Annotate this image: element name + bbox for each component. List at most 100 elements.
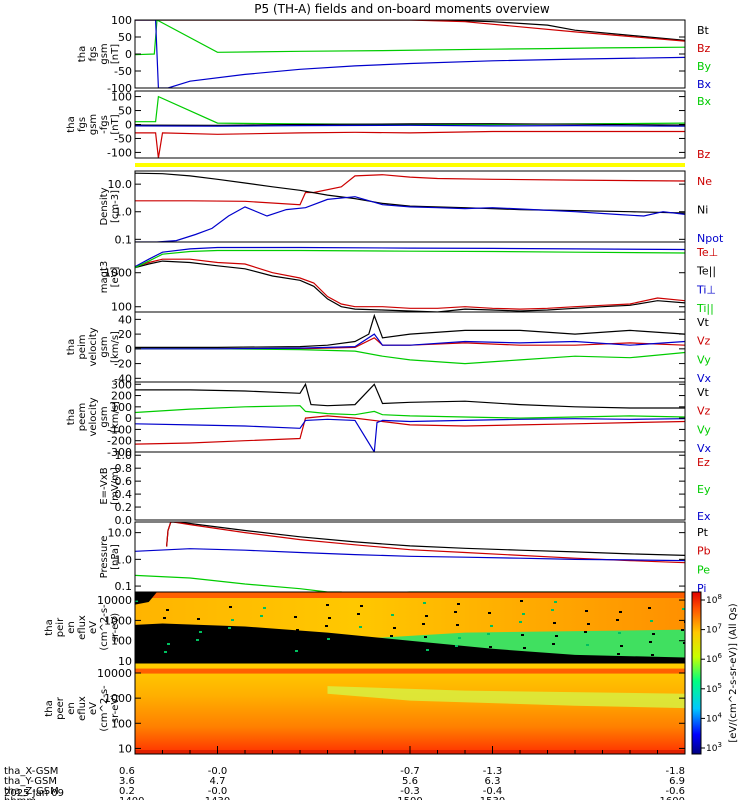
x-row-value: 5.6 — [402, 776, 418, 787]
x-row-value: -1.3 — [483, 766, 503, 777]
x-row-value: -0.3 — [400, 786, 420, 797]
x-row-value: -1.8 — [665, 766, 685, 777]
y-tick-label: 50 — [118, 31, 132, 44]
mode-indicator-bar — [135, 163, 685, 167]
spectrogram-speckle — [584, 631, 587, 633]
legend-Ne: Ne — [697, 175, 712, 188]
spectrogram-speckle — [261, 649, 264, 651]
series-line-Vt — [135, 382, 685, 409]
y-tick-label: 10.0 — [108, 527, 133, 540]
series-line-Vy — [135, 348, 685, 365]
x-row-value: -0.7 — [400, 766, 420, 777]
series-line-Bz — [135, 130, 685, 158]
x-row-value: -0.0 — [208, 766, 228, 777]
legend-Ey: Ey — [697, 483, 711, 496]
spectrogram-speckle — [264, 641, 267, 643]
y-tick-label: 40 — [118, 313, 132, 326]
y-axis-label-line: tha — [66, 116, 77, 132]
spectrogram-speckle — [520, 600, 523, 602]
legend-Te⊥: Te⊥ — [696, 246, 718, 259]
y-axis-label-line: tha — [66, 339, 77, 355]
spectrogram-speckle — [392, 648, 395, 650]
spectrogram-speckle — [326, 604, 329, 606]
y-tick-label: 10 — [118, 742, 132, 755]
legend-Ni: Ni — [697, 204, 708, 217]
x-row-value: 1530 — [480, 796, 505, 800]
figure-title: P5 (TH-A) fields and on-board moments ov… — [254, 2, 550, 16]
spectrogram-speckle — [488, 612, 491, 614]
panel-fgs: 100 50 0 -50 -100 tha fgs gsm [nT] Bt Bz By Bx — [77, 14, 712, 95]
y-tick-label: 20 — [118, 328, 132, 341]
y-axis-label-line: tha — [44, 619, 55, 635]
y-axis-label-line: gsm — [99, 43, 110, 64]
series-line-Vt — [135, 313, 685, 348]
legend-Bt: Bt — [697, 24, 710, 37]
spectrogram-speckle — [391, 614, 394, 616]
spectrogram-speckle — [618, 632, 621, 634]
spectrogram-high-band — [135, 668, 685, 674]
date-label: 2025 Jan 09 — [4, 788, 64, 799]
spectrogram-speckle — [197, 618, 200, 620]
series-line-Npot — [135, 196, 685, 242]
spectrogram-speckle — [325, 625, 328, 627]
spectrogram-speckle — [681, 629, 684, 631]
y-tick-label: -100 — [107, 423, 132, 436]
series-line-Pb — [166, 522, 685, 564]
y-tick-label: 10000 — [97, 667, 132, 680]
spectrogram-speckle — [651, 654, 654, 656]
y-axis-label-line: peir — [55, 617, 66, 637]
series-group-peim-velocity — [135, 313, 685, 365]
y-axis-label-line: eflux — [77, 615, 88, 640]
spectrogram-speckle — [522, 613, 525, 615]
panel-peim-velocity: 40 20 0 -20-40 tha peim velocity gsm [km/s] Vt Vz V… — [66, 311, 712, 385]
series-group-peem-velocity — [135, 382, 685, 452]
y-axis-label-line: en — [66, 621, 77, 634]
legend-Ex: Ex — [697, 510, 711, 523]
colorbar-tick-label: 103 — [706, 741, 722, 754]
series-line-Vx — [135, 333, 685, 350]
spectrogram-speckle — [165, 630, 168, 632]
spectrogram-speckle — [555, 635, 558, 637]
x-row-label: tha_Y-GSM — [4, 776, 57, 787]
spectrogram-speckle — [296, 629, 299, 631]
y-tick-label: 0 — [125, 48, 132, 61]
spectrogram-speckle — [164, 651, 167, 653]
spectrogram-speckle — [683, 642, 685, 644]
y-axis-label-line: [km/s] — [110, 401, 121, 433]
panel-peir-spec: 10000 1000 100 10 tha peir en eflux eV (cm^2-s-sr… — [44, 591, 686, 668]
y-axis-label-line: [mV/m] — [110, 467, 121, 505]
spectrogram-speckle — [329, 651, 332, 653]
spectrogram-speckle — [454, 611, 457, 613]
y-axis-label-line: fgs — [77, 117, 88, 132]
y-axis-label-line: gsm — [99, 406, 110, 427]
spectrogram-speckle — [423, 602, 426, 604]
spectrogram-speckle — [620, 645, 623, 647]
panel-e-field: 1.00.80.60.40.20.0 E=-VxB [mV/m] Ez Ey Ex — [99, 449, 711, 527]
spectrogram-speckle — [357, 613, 360, 615]
spectrogram-speckle — [585, 610, 588, 612]
y-axis-label-line: [nT] — [110, 44, 121, 64]
legend-Pt: Pt — [697, 526, 709, 539]
x-row-value: -0.4 — [483, 786, 503, 797]
series-line-Ti|| — [135, 249, 685, 269]
x-row-value: -0.6 — [665, 786, 685, 797]
y-tick-label: 100 — [111, 91, 132, 104]
spectrogram-background — [135, 663, 685, 754]
spectrogram-speckle — [232, 653, 235, 655]
y-axis-label-line: fgs — [88, 46, 99, 61]
legend-Ti||: Ti|| — [696, 302, 714, 315]
y-tick-label: 1000 — [104, 267, 132, 280]
series-line-Bx — [135, 20, 685, 88]
series-line-Pt — [166, 522, 685, 556]
y-tick-label: -100 — [107, 146, 132, 159]
y-axis-label-line: E=-VxB — [99, 467, 110, 504]
y-tick-label: 0 — [125, 343, 132, 356]
spectrogram-speckle — [166, 609, 169, 611]
y-axis-label-line: [cm-3] — [110, 190, 121, 223]
y-axis-label-line: tha — [66, 409, 77, 425]
y-tick-label: -50 — [114, 132, 132, 145]
series-line-Vy — [135, 405, 685, 419]
y-tick-label: -40 — [114, 372, 132, 385]
